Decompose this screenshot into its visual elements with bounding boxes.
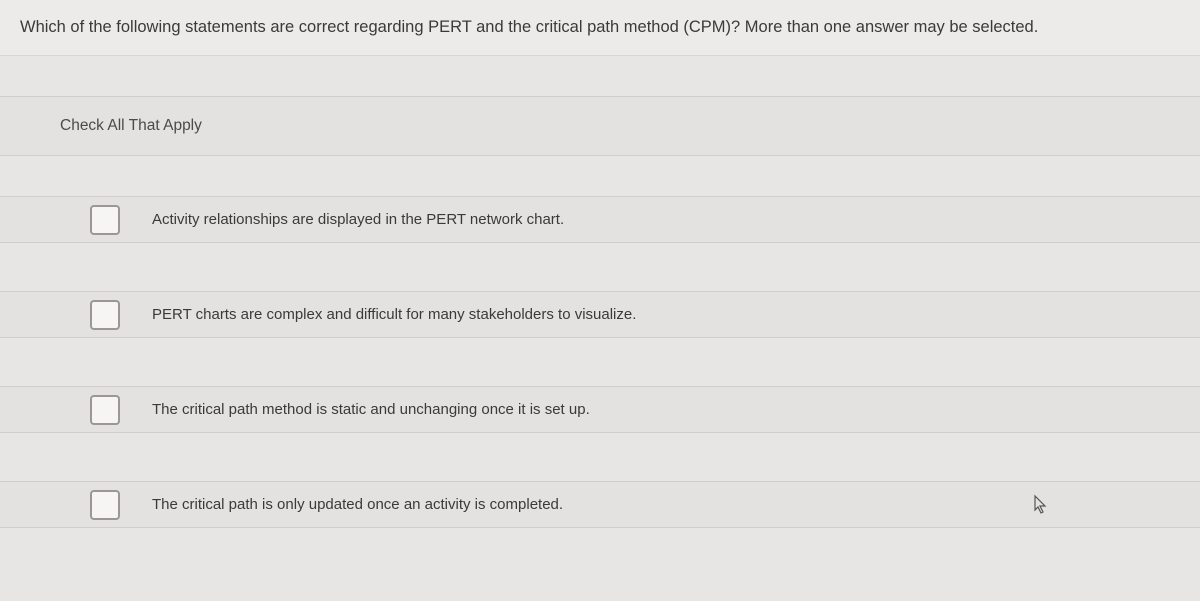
option-row[interactable]: Activity relationships are displayed in … [0, 196, 1200, 243]
spacer [0, 56, 1200, 96]
checkbox[interactable] [90, 395, 120, 425]
checkbox[interactable] [90, 300, 120, 330]
option-label: PERT charts are complex and difficult fo… [152, 306, 636, 323]
checkbox[interactable] [90, 490, 120, 520]
option-row[interactable]: PERT charts are complex and difficult fo… [0, 291, 1200, 338]
cursor-icon [1032, 494, 1050, 521]
option-row[interactable]: The critical path method is static and u… [0, 386, 1200, 433]
options-container: Activity relationships are displayed in … [0, 156, 1200, 528]
option-label: Activity relationships are displayed in … [152, 211, 564, 228]
option-label: The critical path method is static and u… [152, 401, 590, 418]
question-text: Which of the following statements are co… [0, 0, 1200, 56]
instruction-text: Check All That Apply [0, 96, 1200, 156]
checkbox[interactable] [90, 205, 120, 235]
option-row[interactable]: The critical path is only updated once a… [0, 481, 1200, 528]
option-label: The critical path is only updated once a… [152, 496, 563, 513]
